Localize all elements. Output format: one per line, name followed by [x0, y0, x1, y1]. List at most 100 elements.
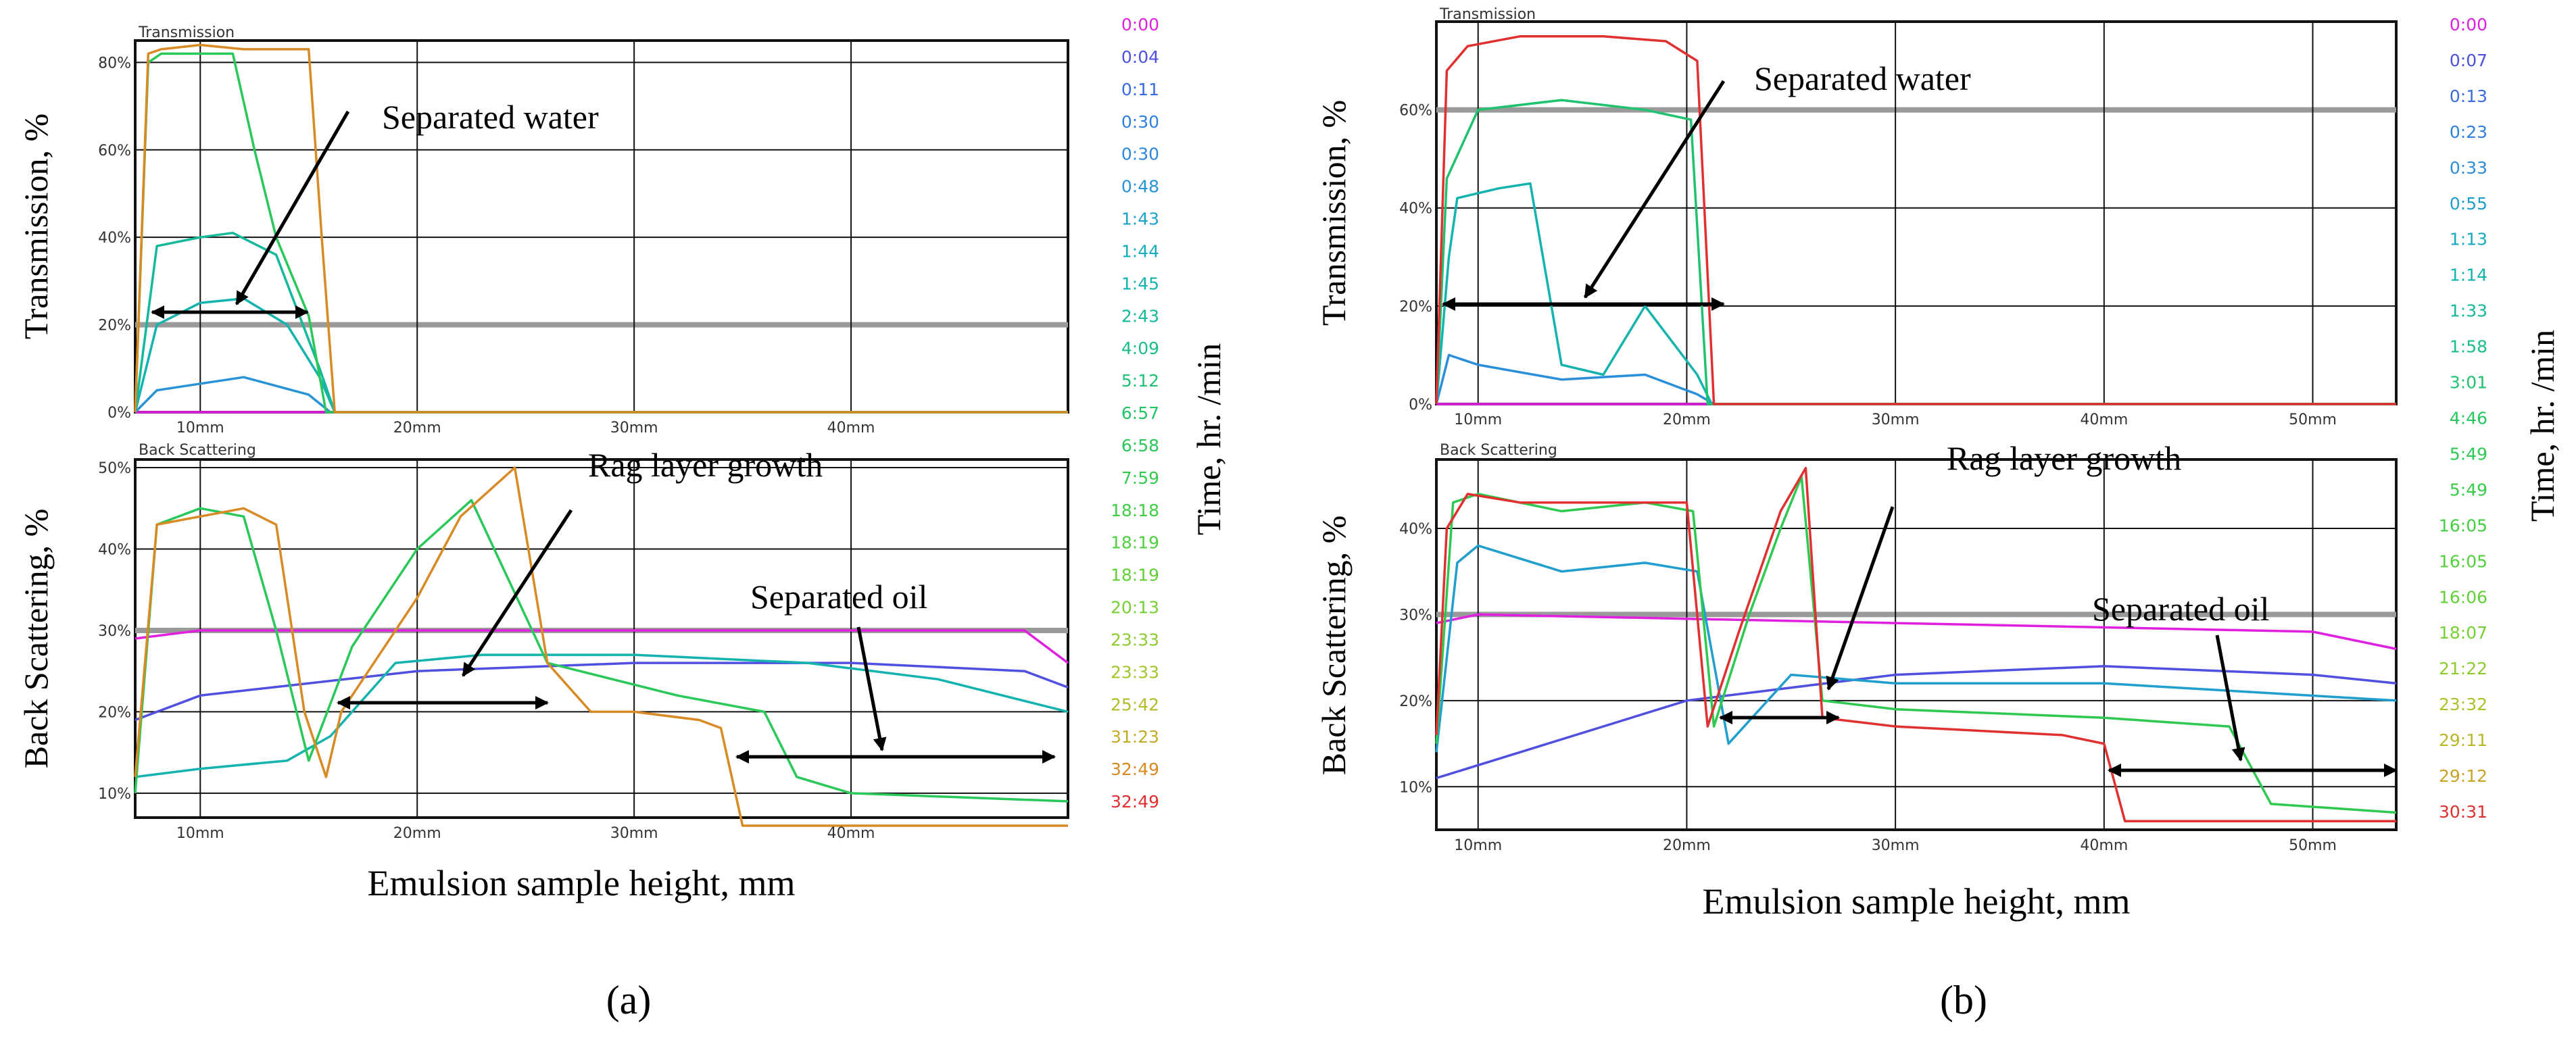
y-tick-label: 10%: [98, 786, 131, 803]
x-tick-label: 40mm: [827, 825, 875, 842]
time-legend-entry: 0:04: [1121, 47, 1159, 67]
panel-b-label: (b): [1940, 978, 1987, 1022]
panel-b-top-frame: [1435, 20, 2398, 405]
panel-a-top-gridlines: [135, 41, 1068, 413]
time-legend-entry: 5:49: [2450, 444, 2487, 464]
x-tick-label: 30mm: [1872, 837, 1920, 854]
time-legend-entry: 2:43: [1121, 306, 1159, 326]
time-legend-entry: 18:19: [1111, 566, 1159, 585]
panel-b-bottom-plot: Back Scattering 10% 20% 30% 40% 10mm 20mm 30m…: [1399, 442, 2398, 854]
series-line-0-55: [1435, 544, 2397, 753]
panel-a-bottom-title: Back Scattering: [139, 442, 256, 459]
panel-a-time-label: Time, hr. /min: [1190, 343, 1228, 535]
series-line-32-49: [134, 43, 1068, 414]
y-tick-label: 20%: [1399, 693, 1432, 710]
time-legend-entry: 0:55: [2450, 194, 2487, 214]
x-tick-label: 40mm: [2080, 837, 2128, 854]
panel-a-top-xticks: 10mm 20mm 30mm 40mm: [176, 420, 875, 437]
time-legend-entry: 1:33: [2450, 301, 2487, 321]
panel-a-xlabel: Emulsion sample height, mm: [368, 863, 796, 903]
panel-a-bottom-xticks: 10mm 20mm 30mm 40mm: [176, 825, 875, 842]
time-legend-entry: 6:57: [1121, 403, 1159, 423]
time-legend-entry: 1:43: [1121, 209, 1159, 229]
panel-a-top-title: Transmission: [138, 24, 235, 41]
panel-b-bottom-yticks: 10% 20% 30% 40%: [1399, 521, 1432, 796]
x-tick-label: 20mm: [393, 420, 441, 437]
y-tick-label: 60%: [1399, 103, 1432, 120]
time-legend-entry: 32:49: [1111, 759, 1159, 779]
x-tick-label: 20mm: [393, 825, 441, 842]
time-legend-entry: 1:44: [1121, 241, 1159, 261]
y-tick-label: 0%: [1409, 397, 1432, 414]
panel-b-annotation-water: Separated water: [1754, 59, 1971, 97]
panel-b-water-pointer: [1583, 80, 1726, 299]
panel-a-bottom-ylabel: Back Scattering, %: [17, 509, 55, 769]
y-tick-label: 40%: [1399, 521, 1432, 538]
x-tick-label: 20mm: [1663, 837, 1711, 854]
x-tick-label: 40mm: [2080, 412, 2128, 428]
panel-b-top-plot: Transmission 0% 20% 40% 60% 10mm 20mm 30mm 40m…: [1399, 6, 2398, 428]
panel-b: Transmission 0% 20% 40% 60% 10mm 20mm 30mm 40m…: [1315, 6, 2561, 1022]
panel-a-top-ylabel: Transmission, %: [17, 114, 55, 339]
panel-b-time-label: Time, hr. /min: [2523, 330, 2561, 522]
time-legend-entry: 4:46: [2450, 409, 2487, 428]
time-legend-entry: 6:58: [1121, 436, 1159, 455]
time-legend-entry: 0:07: [2450, 51, 2487, 70]
time-legend-entry: 18:07: [2439, 623, 2487, 643]
x-tick-label: 10mm: [1454, 837, 1502, 854]
x-tick-label: 10mm: [176, 825, 224, 842]
series-line-32-49: [134, 466, 1068, 827]
time-legend-entry: 0:23: [2450, 122, 2487, 142]
panel-b-bottom-title: Back Scattering: [1440, 442, 1557, 459]
series-line-0-04: [135, 662, 1069, 722]
panel-a-water-pointer: [235, 110, 350, 305]
panel-a-top-frame: [134, 39, 1069, 414]
time-legend-entry: 23:33: [1111, 662, 1159, 682]
x-tick-label: 50mm: [2289, 412, 2337, 428]
time-legend-entry: 0:48: [1121, 177, 1159, 197]
x-tick-label: 10mm: [176, 420, 224, 437]
time-legend-entry: 20:13: [1111, 598, 1159, 618]
y-tick-label: 0%: [107, 405, 131, 422]
x-tick-label: 10mm: [1454, 412, 1502, 428]
x-tick-label: 30mm: [610, 825, 658, 842]
panel-b-bottom-xticks: 10mm 20mm 30mm 40mm 50mm: [1454, 837, 2337, 854]
y-tick-label: 40%: [98, 542, 131, 559]
panel-b-top-yticks: 0% 20% 40% 60%: [1399, 103, 1432, 414]
panel-b-bottom-ylabel: Back Scattering, %: [1315, 516, 1353, 776]
time-legend-entry: 0:30: [1121, 112, 1159, 132]
time-legend-entry: 5:49: [2450, 480, 2487, 499]
series-line-1-45: [135, 653, 1069, 778]
time-legend-entry: 7:59: [1121, 468, 1159, 488]
time-legend-entry: 23:33: [1111, 630, 1159, 649]
time-legend-entry: 1:58: [2450, 337, 2487, 357]
panel-a-annotation-rag: Rag layer growth: [588, 446, 823, 484]
y-tick-label: 80%: [98, 55, 131, 72]
panel-b-top-ylabel: Transmission, %: [1315, 100, 1353, 326]
panel-a-bottom-frame: [134, 458, 1069, 819]
time-legend-entry: 0:13: [2450, 86, 2487, 106]
time-legend-entry: 1:45: [1121, 274, 1159, 293]
panel-b-top-curves: [1435, 35, 2396, 405]
time-legend-entry: 0:30: [1121, 145, 1159, 164]
panel-b-top-title: Transmission: [1439, 6, 1536, 23]
series-line-0-07: [1436, 665, 2397, 780]
time-legend-entry: 1:13: [2450, 230, 2487, 249]
series-line-6-58: [134, 52, 1068, 414]
time-legend-entry: 21:22: [2439, 659, 2487, 678]
y-tick-label: 20%: [1399, 299, 1432, 316]
x-tick-label: 30mm: [610, 420, 658, 437]
panel-a-top-yticks: 0% 20% 40% 60% 80%: [98, 55, 131, 422]
time-legend-entry: 5:12: [1121, 371, 1159, 391]
x-tick-label: 50mm: [2289, 837, 2337, 854]
x-tick-label: 30mm: [1872, 412, 1920, 428]
panel-a-label: (a): [606, 978, 652, 1022]
y-tick-label: 20%: [98, 704, 131, 721]
y-tick-label: 30%: [1399, 607, 1432, 624]
time-legend-entry: 0:33: [2450, 158, 2487, 178]
time-legend-entry: 0:00: [1121, 15, 1159, 34]
time-legend-entry: 4:09: [1121, 339, 1159, 358]
panel-a-oil-pointer: [856, 626, 887, 751]
x-tick-label: 20mm: [1663, 412, 1711, 428]
panel-b-bottom-frame: [1435, 458, 2398, 831]
